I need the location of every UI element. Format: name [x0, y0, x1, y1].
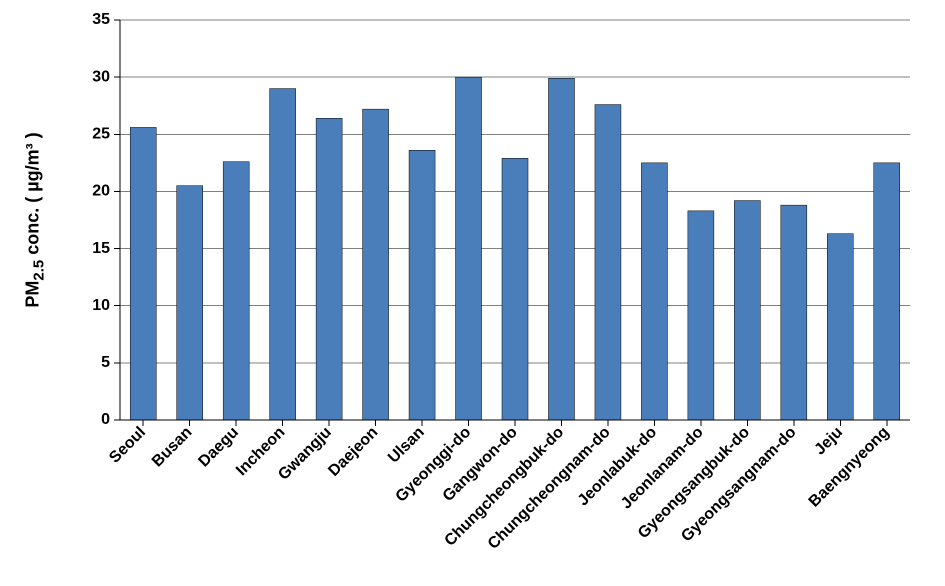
y-tick-label: 20 — [92, 183, 110, 200]
x-tick-label: Jeonlanam-do — [618, 424, 707, 513]
y-tick-label: 10 — [92, 297, 110, 314]
bar — [734, 201, 760, 420]
bar — [223, 162, 249, 420]
bar — [688, 211, 714, 420]
bar — [827, 234, 853, 420]
y-tick-label: 5 — [101, 354, 110, 371]
bar — [363, 109, 389, 420]
bar — [641, 163, 667, 420]
bar — [781, 205, 807, 420]
bar — [548, 78, 574, 420]
y-axis-label-unit: µg/m³ — [23, 143, 43, 191]
bar — [874, 163, 900, 420]
bar — [595, 105, 621, 420]
x-tick-label: Seoul — [106, 424, 149, 467]
y-axis-label-sub: 2.5 — [30, 260, 47, 281]
y-tick-label: 0 — [101, 411, 110, 428]
bar — [456, 77, 482, 420]
chart-svg: 05101520253035SeoulBusanDaeguIncheonGwan… — [0, 0, 945, 586]
y-axis-label: PM2.5 conc. ( µg/m³ ) — [23, 132, 48, 307]
bar — [409, 150, 435, 420]
x-tick-label: Daejeon — [325, 424, 381, 480]
x-tick-label: Ulsan — [385, 424, 428, 467]
x-tick-label: Jeju — [811, 424, 846, 459]
x-tick-label: Jeonlabuk-do — [575, 424, 661, 510]
bar — [502, 158, 528, 420]
x-tick-label: Baengnyeong — [806, 424, 893, 511]
y-axis-label-mid: conc. ( — [23, 192, 43, 260]
x-tick-label: Busan — [149, 424, 196, 471]
bar — [270, 89, 296, 420]
y-tick-label: 35 — [92, 11, 110, 28]
y-tick-label: 15 — [92, 240, 110, 257]
bar — [130, 127, 156, 420]
y-axis-label-suffix: ) — [23, 132, 43, 143]
bar — [177, 186, 203, 420]
x-tick-label: Daegu — [195, 424, 242, 471]
bar — [316, 118, 342, 420]
y-tick-label: 30 — [92, 68, 110, 85]
y-tick-label: 25 — [92, 126, 110, 143]
pm25-bar-chart: PM2.5 conc. ( µg/m³ ) 0 5 10 15 20 25 30 35 Seou… — [0, 0, 945, 586]
y-axis-label-prefix: PM — [23, 281, 43, 308]
